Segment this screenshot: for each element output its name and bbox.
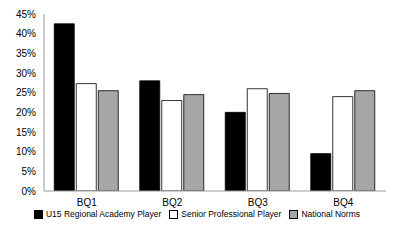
svg-text:BQ3: BQ3 <box>248 197 268 208</box>
svg-text:15%: 15% <box>16 127 36 138</box>
svg-text:10%: 10% <box>16 146 36 157</box>
svg-text:BQ2: BQ2 <box>162 197 182 208</box>
html-text:National Norms: National Norms <box>301 209 360 219</box>
svg-text:BQ1: BQ1 <box>77 197 97 208</box>
svg-text:20%: 20% <box>16 107 36 118</box>
html-text:U15 Regional Academy Player: U15 Regional Academy Player <box>46 209 162 219</box>
svg-text:25%: 25% <box>16 87 36 98</box>
html-text:Senior Professional Player: Senior Professional Player <box>181 209 282 219</box>
svg-text:BQ4: BQ4 <box>333 197 353 208</box>
svg-text:35%: 35% <box>16 48 36 59</box>
svg-text:30%: 30% <box>16 68 36 79</box>
svg-text:5%: 5% <box>22 166 37 177</box>
svg-text:45%: 45% <box>16 9 36 20</box>
svg-text:0%: 0% <box>22 186 37 197</box>
svg-text:40%: 40% <box>16 28 36 39</box>
